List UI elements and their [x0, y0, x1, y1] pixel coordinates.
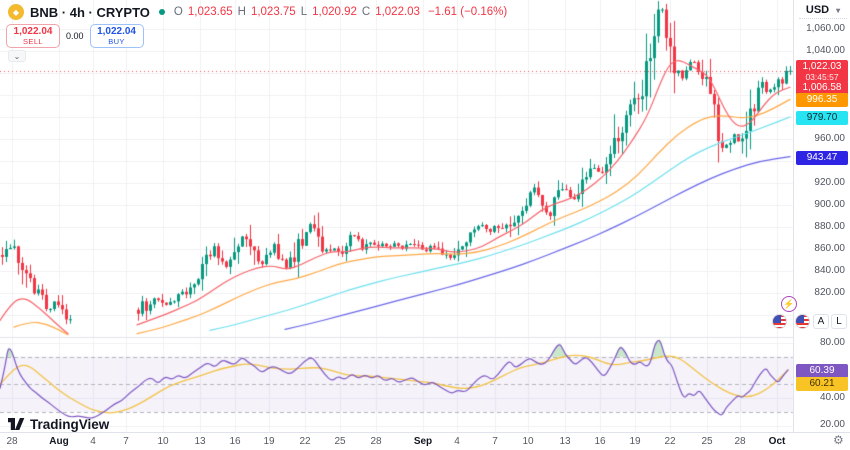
auto-scale-button[interactable]: A — [813, 314, 829, 329]
broker-logo-icon[interactable] — [772, 314, 787, 329]
countdown-timer: 03:45:57 — [805, 71, 839, 82]
axis-tick-label: 80.00 — [819, 337, 845, 348]
symbol-title[interactable]: BNB · 4h · CRYPTO — [30, 4, 150, 20]
time-tick-label: Oct — [768, 436, 786, 447]
broker-logo-icon[interactable] — [795, 314, 810, 329]
time-tick-label: 19 — [263, 436, 275, 447]
axis-tick-label: 820.00 — [814, 287, 845, 298]
spread-value: 0.00 — [66, 31, 84, 41]
ma-fast-badge: 1,006.58 — [796, 81, 848, 95]
time-tick-label: Aug — [49, 436, 69, 447]
time-tick-label: 4 — [90, 436, 96, 447]
ohlc-label: L — [300, 6, 308, 18]
currency-label: USD — [805, 4, 830, 16]
time-tick-label: 28 — [370, 436, 382, 447]
sell-price: 1,022.04 — [13, 25, 53, 37]
time-tick-label: 22 — [299, 436, 311, 447]
broker-logo-detail — [773, 315, 781, 323]
axis-tick-label: 860.00 — [814, 243, 845, 254]
last-price-badge: 1,022.03 03:45:57 — [796, 60, 848, 84]
chevron-down-icon[interactable]: ⌄ — [8, 50, 26, 62]
time-tick-label: 16 — [229, 436, 241, 447]
axis-tick-label: 840.00 — [814, 265, 845, 276]
buy-label: BUY — [108, 36, 125, 46]
time-axis[interactable]: 28 Aug 4 7 10 13 16 19 22 25 28 Sep 4 7 10 13 16 19 22 25 28… — [0, 432, 850, 450]
ohlc-value: 1,020.92 — [312, 6, 357, 18]
time-tick-label: 10 — [522, 436, 534, 447]
time-tick-label: 25 — [334, 436, 346, 447]
buy-price: 1,022.04 — [97, 25, 136, 37]
broker-logo-detail — [796, 315, 804, 323]
price-axis[interactable]: USD ▾ 1,060.00 1,040.00 960.00 920.00 900.00… — [793, 0, 850, 432]
ohlc-value: 1,022.03 — [375, 6, 420, 18]
ohlc-value: 1,023.65 — [187, 6, 233, 18]
bnb-coin-icon: ◆ — [8, 4, 24, 20]
time-tick-label: 13 — [559, 436, 571, 447]
instant-order-icon[interactable]: ⚡ — [781, 296, 797, 312]
ohlc-label: C — [361, 6, 371, 18]
sell-button[interactable]: 1,022.04 SELL — [6, 24, 60, 48]
tradingview-logo[interactable]: TradingView — [8, 416, 109, 432]
rsi-value-badge: 60.39 — [796, 364, 848, 378]
time-tick-label: 4 — [454, 436, 460, 447]
axis-tick-label: 1,040.00 — [806, 45, 845, 56]
time-tick-label: 28 — [6, 436, 18, 447]
ma-mid-badge: 996.35 — [796, 93, 848, 107]
time-tick-label: 7 — [123, 436, 129, 447]
axis-tick-label: 920.00 — [814, 177, 845, 188]
time-tick-label: 13 — [194, 436, 206, 447]
time-tick-label: 25 — [701, 436, 713, 447]
ohlc-label: O — [173, 6, 183, 18]
tradingview-logo-text: TradingView — [30, 416, 110, 432]
axis-tick-label: 880.00 — [814, 221, 845, 232]
ma-slow-badge: 979.70 — [796, 111, 848, 125]
time-tick-label: 10 — [157, 436, 169, 447]
rsi-ma-value-badge: 60.21 — [796, 377, 848, 391]
axis-tick-label: 40.00 — [819, 392, 845, 403]
currency-selector[interactable]: USD ▾ — [799, 2, 847, 19]
price-change: −1.61 (−0.16%) — [427, 6, 508, 18]
axis-tick-label: 960.00 — [814, 133, 845, 144]
chevron-down-icon: ▾ — [836, 5, 841, 15]
gear-icon[interactable]: ⚙ — [833, 433, 844, 447]
symbol-header: ◆ BNB · 4h · CRYPTO O 1,023.65 H 1,023.75 L 1… — [8, 4, 507, 20]
tradingview-logo-icon — [8, 418, 25, 430]
axis-tick-label: 900.00 — [814, 199, 845, 210]
time-tick-label: Sep — [413, 436, 433, 447]
axis-tick-label: 20.00 — [819, 419, 845, 430]
trade-panel: 1,022.04 SELL 0.00 1,022.04 BUY — [6, 24, 144, 48]
time-tick-label: 19 — [629, 436, 641, 447]
ohlc-value: 1,023.75 — [250, 6, 296, 18]
time-tick-label: 22 — [664, 436, 676, 447]
sell-label: SELL — [23, 36, 43, 46]
time-tick-label: 28 — [734, 436, 746, 447]
log-scale-button[interactable]: L — [831, 314, 847, 329]
ohlc-values: O 1,023.65 H 1,023.75 L 1,020.92 C 1,022.03 — [174, 6, 420, 18]
axis-tick-label: 1,060.00 — [806, 23, 845, 34]
time-tick-label: 7 — [492, 436, 498, 447]
time-tick-label: 16 — [594, 436, 606, 447]
buy-button[interactable]: 1,022.04 BUY — [89, 24, 144, 48]
ohlc-label: H — [237, 6, 246, 18]
market-open-dot-icon — [158, 9, 165, 15]
ma-slowest-badge: 943.47 — [796, 151, 848, 165]
